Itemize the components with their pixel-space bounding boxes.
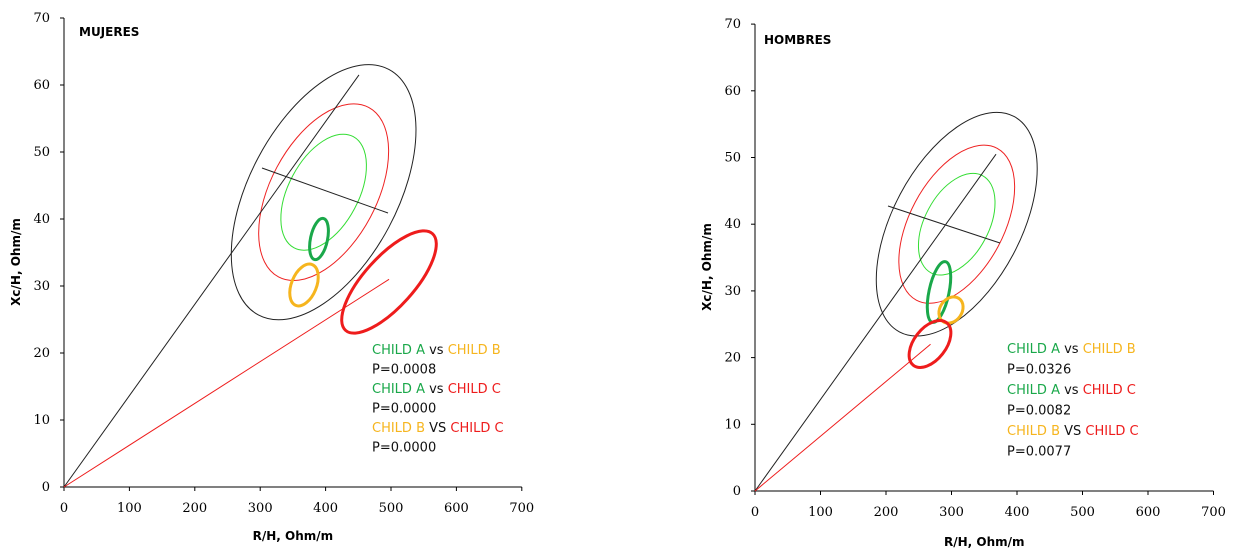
confidence-ellipse-child-b — [284, 260, 324, 310]
x-axis-label: R/H, Ohm/m — [944, 535, 1025, 549]
y-tick-label: 60 — [724, 84, 741, 99]
comparison-label: CHILD A vs CHILD C — [372, 382, 501, 397]
y-tick-label: 40 — [724, 217, 741, 232]
x-tick-label: 300 — [939, 505, 964, 520]
ellipse-minor-axis — [262, 168, 388, 213]
y-tick-label: 0 — [42, 480, 50, 495]
p-value-label: P=0.0008 — [372, 363, 436, 378]
y-tick-label: 30 — [33, 279, 50, 294]
ellipse-minor-axis — [888, 206, 1000, 243]
comparison-label: CHILD B VS CHILD C — [1007, 424, 1139, 439]
reference-vector-line — [64, 75, 359, 487]
p-value-label: P=0.0082 — [1007, 404, 1071, 419]
y-axis-label: Xc/H, Ohm/m — [700, 223, 714, 311]
x-tick-label: 500 — [1070, 505, 1095, 520]
tolerance-ellipse-95 — [193, 35, 454, 350]
x-tick-label: 500 — [379, 501, 404, 516]
comparison-label: CHILD A vs CHILD B — [372, 343, 501, 358]
x-tick-label: 100 — [808, 505, 833, 520]
x-tick-label: 700 — [1201, 505, 1226, 520]
reference-vector-line — [755, 154, 996, 491]
group-c-vector-line — [64, 279, 389, 487]
x-tick-label: 0 — [60, 501, 68, 516]
tolerance-ellipse-50 — [903, 161, 1011, 288]
y-tick-label: 20 — [33, 346, 50, 361]
p-value-label: P=0.0000 — [372, 402, 436, 417]
y-tick-label: 50 — [724, 151, 741, 166]
y-tick-label: 70 — [33, 11, 50, 26]
y-tick-label: 0 — [733, 484, 741, 499]
y-tick-label: 10 — [33, 413, 50, 428]
y-tick-label: 50 — [33, 145, 50, 160]
y-tick-label: 40 — [33, 212, 50, 227]
comparison-label: CHILD B VS CHILD C — [372, 421, 504, 436]
x-tick-label: 600 — [444, 501, 469, 516]
comparison-label: CHILD A vs CHILD B — [1007, 342, 1136, 357]
tolerance-ellipse-75 — [232, 83, 416, 302]
x-tick-label: 700 — [509, 501, 534, 516]
y-tick-label: 10 — [724, 417, 741, 432]
confidence-ellipse-child-a — [306, 217, 331, 262]
x-tick-label: 600 — [1136, 505, 1161, 520]
y-tick-label: 70 — [724, 17, 741, 32]
tolerance-ellipse-50 — [263, 120, 384, 264]
x-tick-label: 200 — [874, 505, 899, 520]
p-value-label: P=0.0326 — [1007, 363, 1071, 378]
comparison-label: CHILD A vs CHILD C — [1007, 383, 1136, 398]
x-tick-label: 100 — [117, 501, 142, 516]
x-tick-label: 400 — [1005, 505, 1030, 520]
panel-title: HOMBRES — [764, 33, 831, 47]
y-tick-label: 60 — [33, 78, 50, 93]
p-value-label: P=0.0077 — [1007, 445, 1071, 460]
p-value-label: P=0.0000 — [372, 441, 436, 456]
panel-title: MUJERES — [79, 25, 139, 39]
x-axis-label: R/H, Ohm/m — [253, 529, 334, 543]
x-tick-label: 300 — [248, 501, 273, 516]
y-axis-label: Xc/H, Ohm/m — [9, 218, 23, 306]
x-tick-label: 0 — [751, 505, 759, 520]
x-tick-label: 200 — [182, 501, 207, 516]
confidence-ellipse-child-b — [934, 292, 968, 328]
tolerance-ellipse-75 — [875, 126, 1039, 322]
y-tick-label: 30 — [724, 284, 741, 299]
y-tick-label: 20 — [724, 351, 741, 366]
x-tick-label: 400 — [313, 501, 338, 516]
confidence-ellipse-child-c — [327, 217, 451, 347]
group-c-vector-line — [755, 344, 931, 491]
